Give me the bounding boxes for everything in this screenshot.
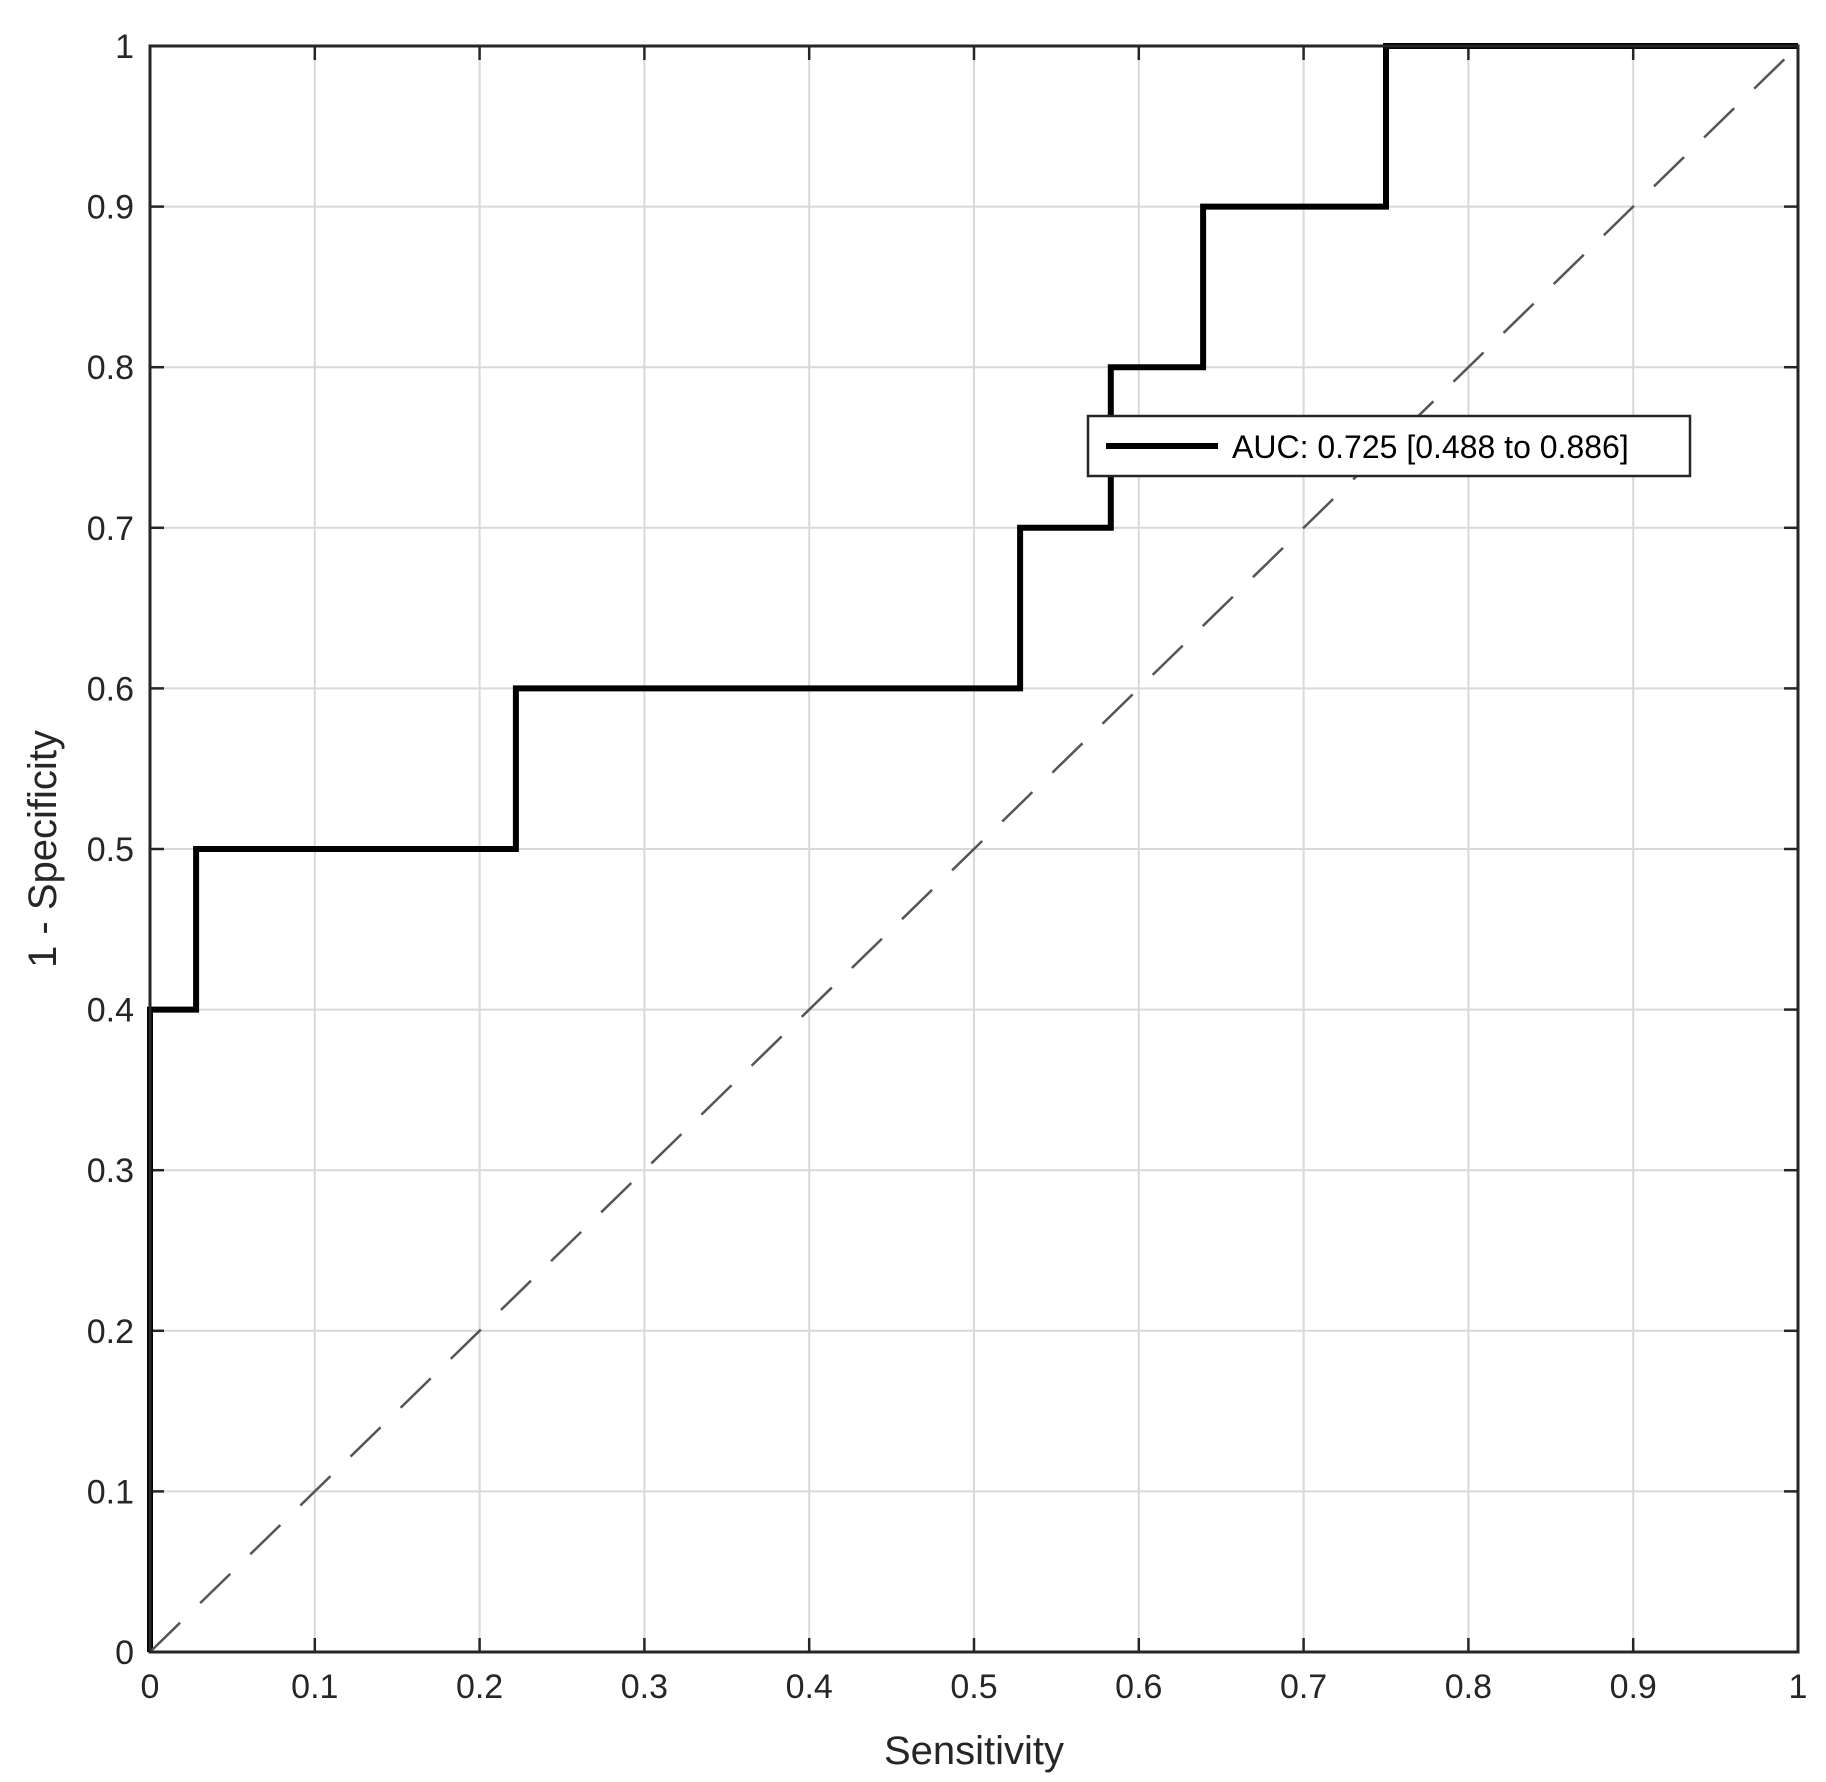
y-tick-label: 0.4 bbox=[87, 992, 134, 1030]
x-tick-label: 0.3 bbox=[621, 1668, 668, 1706]
y-tick-label: 0.1 bbox=[87, 1473, 134, 1511]
y-axis-title: 1 - Specificity bbox=[21, 730, 65, 968]
y-tick-label: 0.6 bbox=[87, 670, 134, 708]
y-tick-label: 0.8 bbox=[87, 349, 134, 387]
plot-frame bbox=[148, 44, 1800, 1654]
series-lines bbox=[147, 43, 1799, 1653]
legend-label: AUC: 0.725 [0.488 to 0.886] bbox=[1232, 429, 1629, 465]
y-tick-label: 0 bbox=[115, 1634, 134, 1672]
diagonal-reference-line bbox=[149, 45, 1799, 1653]
y-tick-label: 0.2 bbox=[87, 1313, 134, 1351]
x-tick-label: 0.5 bbox=[950, 1668, 997, 1706]
y-tick-label: 0.9 bbox=[87, 189, 134, 227]
x-tick-label: 0.2 bbox=[456, 1668, 503, 1706]
x-tick-label: 0.7 bbox=[1280, 1668, 1327, 1706]
y-tick-label: 0.5 bbox=[87, 831, 134, 869]
x-tick-labels: 0 0.1 0.2 0.3 0.4 0.5 0.6 0.7 0.8 0.9 1 bbox=[141, 1668, 1808, 1706]
x-tick-label: 0 bbox=[141, 1668, 160, 1706]
y-tick-labels: 0 0.1 0.2 0.3 0.4 0.5 0.6 0.7 0.8 0.9 1 bbox=[87, 28, 134, 1672]
y-tick-label: 0.3 bbox=[87, 1152, 134, 1190]
y-tick-label: 0.7 bbox=[87, 510, 134, 548]
x-tick-label: 0.9 bbox=[1610, 1668, 1657, 1706]
roc-curve-line bbox=[147, 43, 1798, 1652]
legend: AUC: 0.725 [0.488 to 0.886] bbox=[1086, 414, 1692, 478]
x-tick-label: 0.8 bbox=[1445, 1668, 1492, 1706]
x-tick-label: 0.6 bbox=[1115, 1668, 1162, 1706]
x-axis-title: Sensitivity bbox=[884, 1729, 1064, 1773]
x-tick-label: 1 bbox=[1789, 1668, 1808, 1706]
x-tick-label: 0.4 bbox=[786, 1668, 833, 1706]
x-tick-label: 0.1 bbox=[291, 1668, 338, 1706]
y-tick-label: 1 bbox=[115, 28, 134, 66]
